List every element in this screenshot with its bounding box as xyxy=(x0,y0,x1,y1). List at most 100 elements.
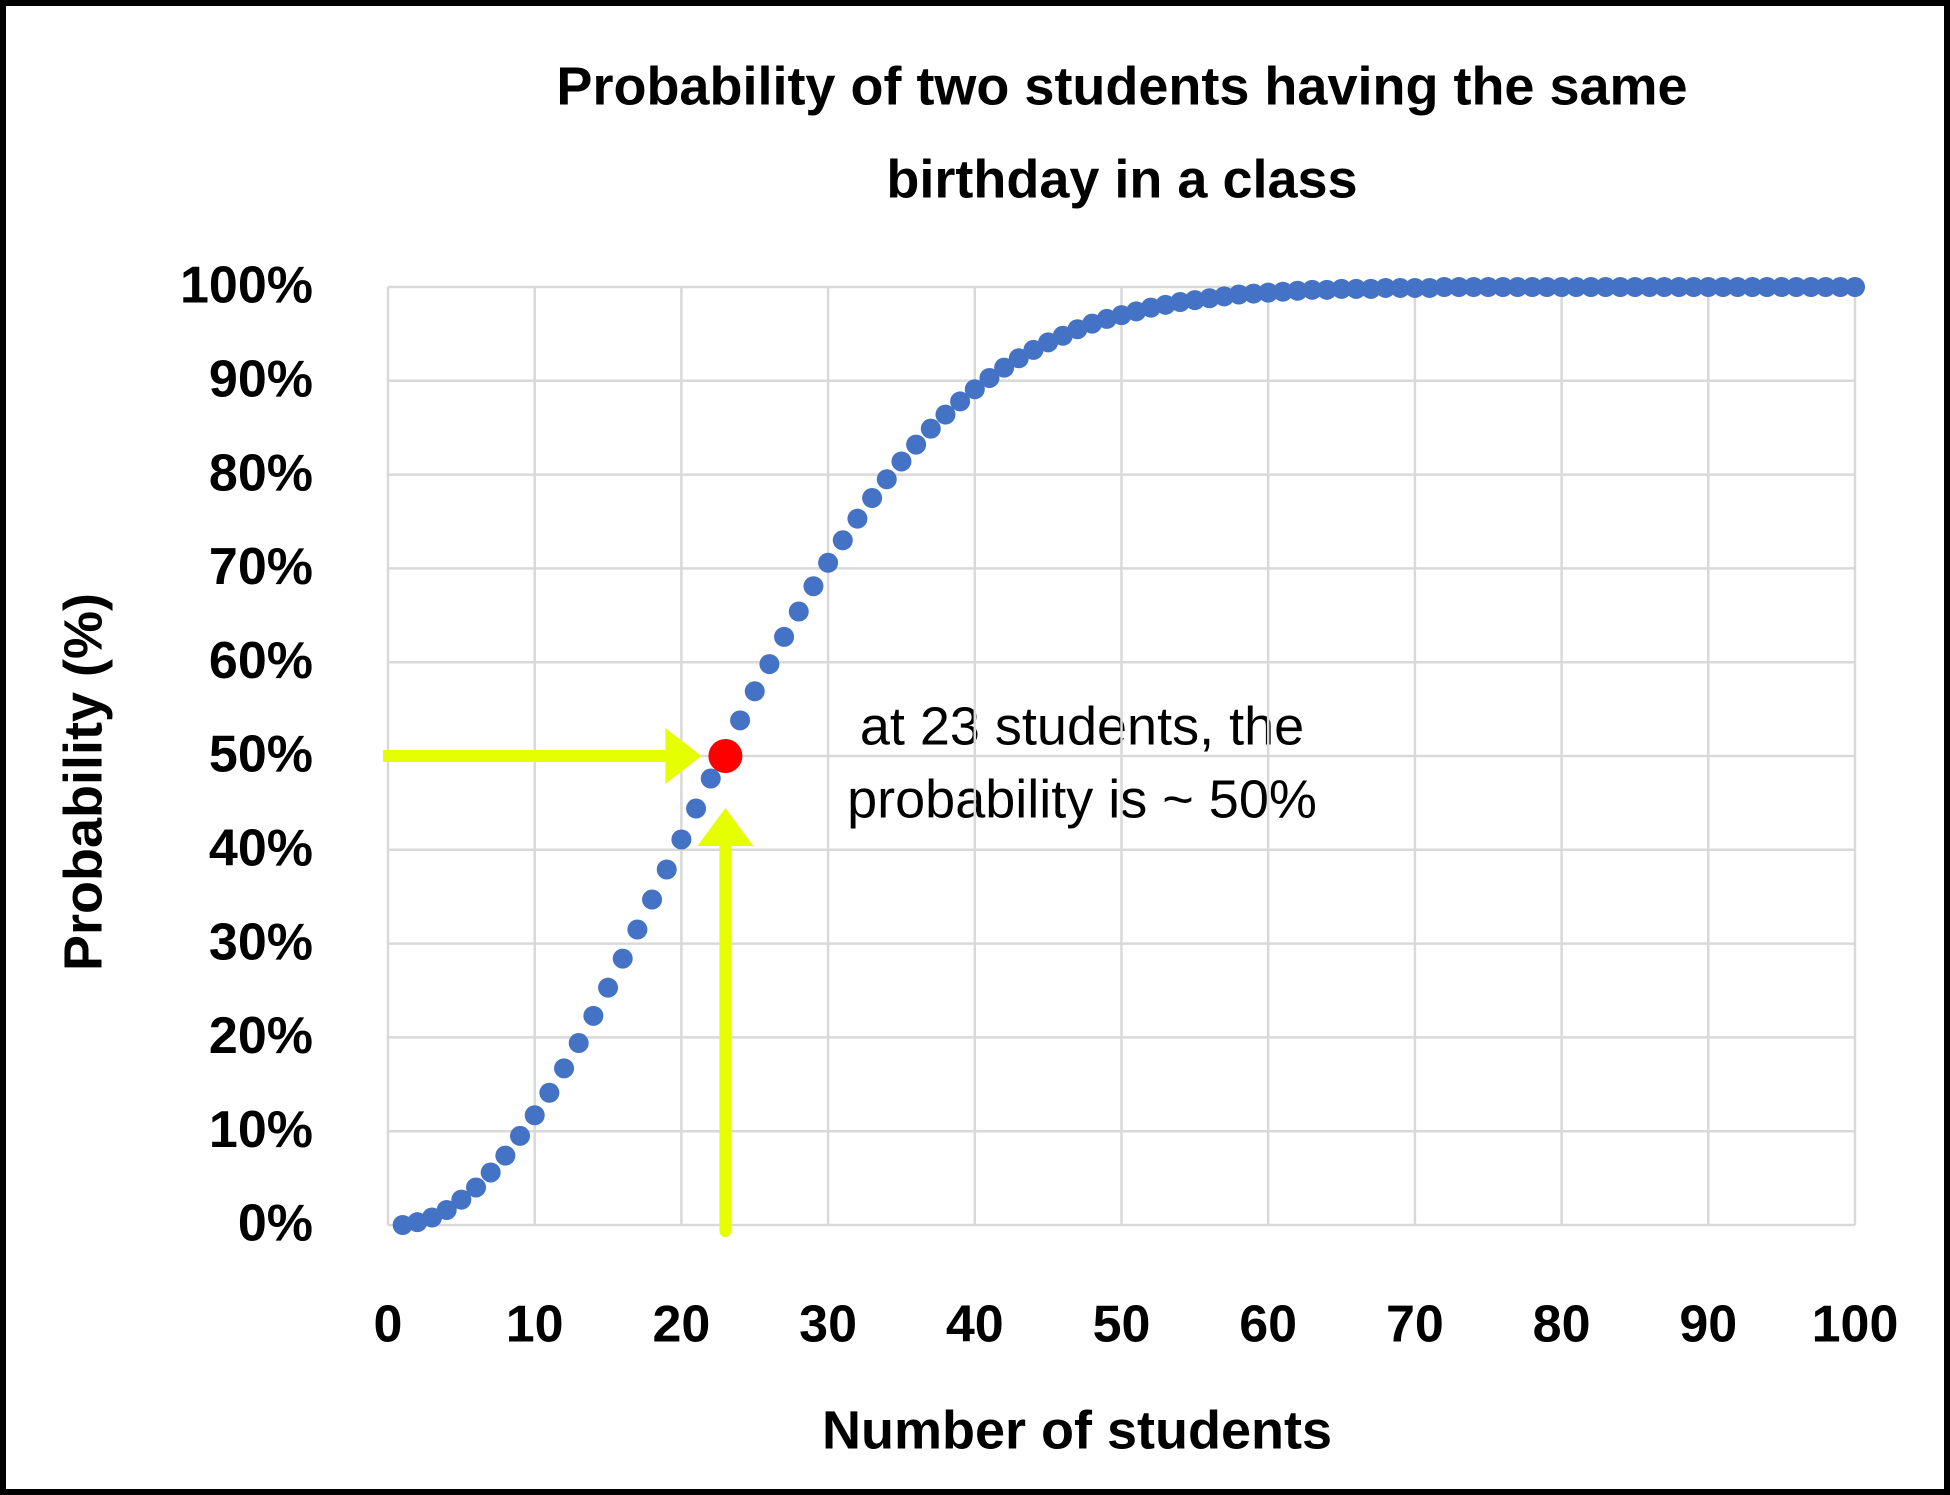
data-point xyxy=(1170,292,1191,313)
data-point xyxy=(1536,277,1557,297)
data-point xyxy=(1360,278,1381,299)
data-point xyxy=(700,768,721,789)
x-tick-label: 80 xyxy=(1533,1296,1591,1354)
data-point xyxy=(1316,279,1337,300)
data-point xyxy=(1800,277,1821,297)
y-axis-title: Probability (%) xyxy=(53,593,113,971)
data-point xyxy=(1272,281,1293,302)
data-point xyxy=(1243,283,1264,304)
data-point xyxy=(1008,348,1029,369)
data-point xyxy=(510,1125,531,1146)
data-point xyxy=(847,508,868,529)
data-point xyxy=(583,1005,604,1026)
data-point xyxy=(906,434,927,455)
data-point xyxy=(1566,277,1587,297)
data-point xyxy=(1375,277,1396,298)
data-point xyxy=(1712,277,1733,297)
data-point xyxy=(950,391,971,412)
data-point xyxy=(524,1105,545,1126)
data-point xyxy=(1771,277,1792,297)
data-point xyxy=(1404,277,1425,298)
y-tick-label: 0% xyxy=(238,1195,313,1253)
y-tick-label: 10% xyxy=(209,1101,313,1159)
y-tick-label: 50% xyxy=(209,726,313,784)
data-point xyxy=(1624,277,1645,297)
data-point xyxy=(1639,277,1660,297)
x-tick-label: 40 xyxy=(946,1296,1004,1354)
data-point xyxy=(1302,279,1323,300)
arrow-head xyxy=(697,808,754,846)
data-point xyxy=(1419,277,1440,298)
data-point xyxy=(862,488,883,509)
x-axis-title: Number of students xyxy=(822,1400,1332,1460)
data-point xyxy=(1478,277,1499,297)
data-point xyxy=(1214,286,1235,307)
y-tick-label: 90% xyxy=(209,351,313,409)
data-point xyxy=(1551,277,1572,297)
data-point xyxy=(1434,277,1455,297)
x-tick-label: 30 xyxy=(799,1296,857,1354)
data-point xyxy=(1742,277,1763,297)
x-tick-label: 60 xyxy=(1239,1296,1297,1354)
data-point xyxy=(1610,277,1631,297)
chart-title: Probability of two students having the s… xyxy=(556,56,1687,116)
data-point xyxy=(466,1177,487,1198)
x-tick-label: 90 xyxy=(1679,1296,1737,1354)
data-point xyxy=(788,601,809,622)
data-point xyxy=(1522,277,1543,297)
data-point xyxy=(759,654,780,675)
y-tick-label: 70% xyxy=(209,538,313,596)
y-tick-label: 40% xyxy=(209,820,313,878)
data-point xyxy=(1346,278,1367,299)
data-point xyxy=(1595,277,1616,297)
data-point xyxy=(1727,277,1748,297)
data-point xyxy=(1845,277,1865,297)
data-point xyxy=(642,889,663,910)
data-point xyxy=(451,1189,472,1210)
data-point xyxy=(1390,277,1411,298)
data-point xyxy=(994,357,1015,378)
data-point xyxy=(979,367,1000,388)
data-point xyxy=(627,919,648,940)
data-point xyxy=(656,859,677,880)
data-point xyxy=(1228,284,1249,305)
data-point xyxy=(1830,277,1851,297)
data-point xyxy=(1668,277,1689,297)
y-tick-label: 60% xyxy=(209,632,313,690)
data-point xyxy=(436,1199,457,1220)
data-point xyxy=(686,798,707,819)
data-point xyxy=(876,469,897,490)
data-point xyxy=(1786,277,1807,297)
data-point xyxy=(671,829,692,850)
data-point xyxy=(920,418,941,439)
x-tick-label: 70 xyxy=(1386,1296,1444,1354)
data-point xyxy=(539,1082,560,1103)
data-point xyxy=(612,948,633,969)
data-point xyxy=(1815,277,1836,297)
data-point xyxy=(818,552,839,573)
data-point xyxy=(495,1145,516,1166)
x-tick-label: 10 xyxy=(506,1296,564,1354)
y-tick-label: 100% xyxy=(180,257,313,315)
data-point xyxy=(480,1162,501,1183)
x-tick-label: 100 xyxy=(1812,1296,1899,1354)
data-point xyxy=(554,1058,575,1079)
arrow-head xyxy=(665,728,702,784)
y-tick-label: 20% xyxy=(209,1007,313,1065)
data-point xyxy=(598,977,619,998)
data-point xyxy=(1448,277,1469,297)
data-point xyxy=(1580,277,1601,297)
x-tick-label: 0 xyxy=(374,1296,403,1354)
data-point xyxy=(744,681,765,702)
chart-title: birthday in a class xyxy=(886,149,1357,209)
data-point xyxy=(568,1033,589,1054)
data-point xyxy=(1258,282,1279,303)
data-point xyxy=(1654,277,1675,297)
x-tick-label: 20 xyxy=(652,1296,710,1354)
x-tick-label: 50 xyxy=(1093,1296,1151,1354)
data-point xyxy=(1199,288,1220,309)
data-point xyxy=(1184,290,1205,311)
data-point xyxy=(1683,277,1704,297)
